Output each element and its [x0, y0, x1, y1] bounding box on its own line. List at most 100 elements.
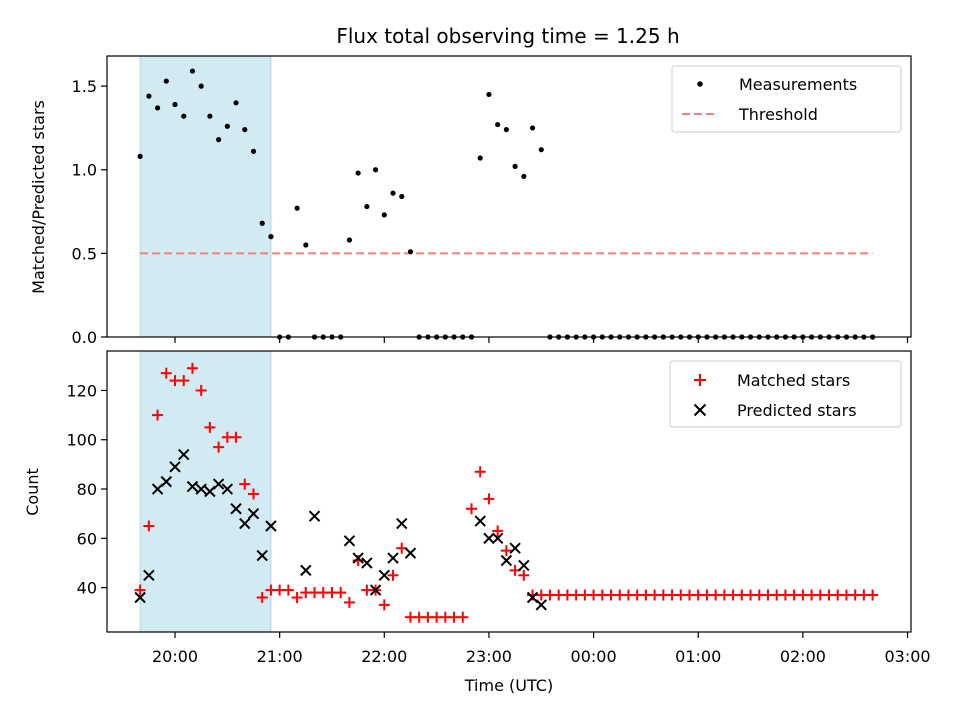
measurement-point: [216, 137, 222, 143]
matched-star-point: [474, 466, 486, 478]
predicted-star-point: [518, 559, 530, 572]
top-legend: Measurements Threshold: [671, 65, 902, 133]
predicted-star-point: [221, 483, 234, 495]
predicted-star-point: [186, 480, 199, 493]
measurement-point: [346, 237, 353, 243]
measurement-point: [521, 173, 527, 180]
x-tick-label: 23:00: [466, 647, 512, 666]
bottom-panel: 40 60 80 100 120 20:00 21:00 22:00 23:00 00:00 01…: [23, 350, 931, 695]
x-tick-label: 22:00: [361, 647, 407, 666]
matched-star-point: [134, 584, 146, 596]
measurement-point: [477, 155, 483, 161]
top-y-tick-label: 0.5: [72, 244, 97, 263]
matched-star-point: [282, 584, 294, 596]
measurement-point: [407, 249, 414, 255]
predicted-star-point: [361, 557, 373, 569]
x-tick-label: 00:00: [571, 647, 617, 666]
x-tick-label: 01:00: [675, 647, 721, 666]
measurement-point: [198, 83, 204, 89]
predicted-star-point: [247, 507, 260, 520]
measurement-point: [355, 170, 361, 176]
top-axes-frame: [106, 55, 912, 338]
predicted-star-point: [134, 591, 146, 604]
predicted-star-point: [491, 532, 504, 545]
x-tick-label: 02:00: [780, 647, 826, 666]
predicted-star-point: [404, 547, 417, 559]
matched-star-point: [500, 545, 512, 557]
measurement-point: [137, 153, 143, 159]
measurement-point: [372, 167, 379, 173]
measurement-point: [381, 212, 387, 218]
bottom-y-tick-label: 40: [77, 579, 97, 598]
bottom-legend: Matched stars Predicted stars: [669, 360, 902, 428]
predicted-star-point: [160, 475, 173, 488]
observing-span: [139, 55, 272, 338]
measurement-point: [233, 100, 239, 106]
matched-star-point: [466, 503, 478, 515]
predicted-star-point: [474, 515, 486, 527]
matched-star-point: [160, 367, 172, 379]
measurement-point: [172, 101, 178, 108]
matched-star-point: [256, 591, 268, 603]
measurement-point: [512, 163, 518, 169]
matched-star-point: [204, 421, 216, 433]
predicted-star-point: [256, 549, 268, 562]
bottom-y-tick-label: 120: [66, 381, 97, 400]
legend-predicted-marker: [693, 403, 707, 417]
top-y-tick-label: 1.0: [72, 161, 97, 180]
matched-star-point: [213, 441, 225, 453]
matched-star-point: [518, 569, 530, 581]
predicted-star-point: [535, 599, 547, 611]
top-y-axis-label: Matched/Predicted stars: [29, 100, 48, 294]
measurement-point: [495, 121, 501, 128]
measurement-point: [163, 78, 169, 84]
predicted-star-point: [352, 552, 364, 564]
matched-star-point: [457, 611, 469, 623]
legend-threshold-label: Threshold: [738, 105, 818, 124]
matched-star-point: [867, 589, 879, 601]
chart-title: Flux total observing time = 1.25 h: [336, 24, 679, 48]
predicted-star-point: [169, 461, 181, 473]
measurement-point: [181, 113, 187, 119]
predicted-star-point: [300, 564, 312, 577]
matched-star-point: [483, 493, 495, 505]
measurement-point: [268, 234, 274, 240]
predicted-star-point: [143, 569, 155, 582]
predicted-star-point: [387, 552, 399, 564]
measurement-point: [538, 147, 544, 153]
predicted-star-point: [500, 554, 513, 567]
predicted-star-point: [369, 584, 382, 596]
legend-matched-marker: [694, 374, 706, 386]
predicted-star-point: [396, 517, 408, 530]
matched-star-point: [143, 520, 155, 532]
legend-measurements-label: Measurements: [739, 75, 857, 94]
matched-star-point: [335, 587, 347, 599]
measurement-point: [242, 126, 248, 133]
top-legend-box: [671, 65, 902, 133]
x-tick-label: 03:00: [884, 647, 930, 666]
measurement-point: [189, 68, 196, 74]
matched-star-point: [239, 478, 251, 490]
matched-star-point: [492, 525, 504, 537]
measurement-point: [224, 123, 230, 129]
measurement-point: [303, 242, 309, 248]
bottom-y-tick-label: 80: [77, 480, 97, 499]
x-axis-label: Time (UTC): [464, 676, 553, 695]
predicted-star-point: [239, 517, 251, 530]
measurement-point: [399, 193, 405, 200]
measurement-point: [250, 148, 257, 154]
matched-star-point: [178, 375, 190, 387]
measurement-point: [207, 113, 213, 119]
predicted-star-point: [378, 569, 391, 582]
matched-star-point: [291, 591, 303, 603]
measurement-point: [294, 205, 300, 211]
bottom-legend-box: [669, 360, 902, 428]
matched-star-point: [247, 488, 259, 500]
measurement-point: [486, 91, 492, 98]
x-tick-label: 21:00: [257, 647, 303, 666]
top-y-tick-label: 1.5: [72, 77, 97, 96]
predicted-star-point: [509, 542, 521, 554]
x-tick-label: 20:00: [152, 647, 198, 666]
predicted-star-point: [308, 510, 321, 522]
